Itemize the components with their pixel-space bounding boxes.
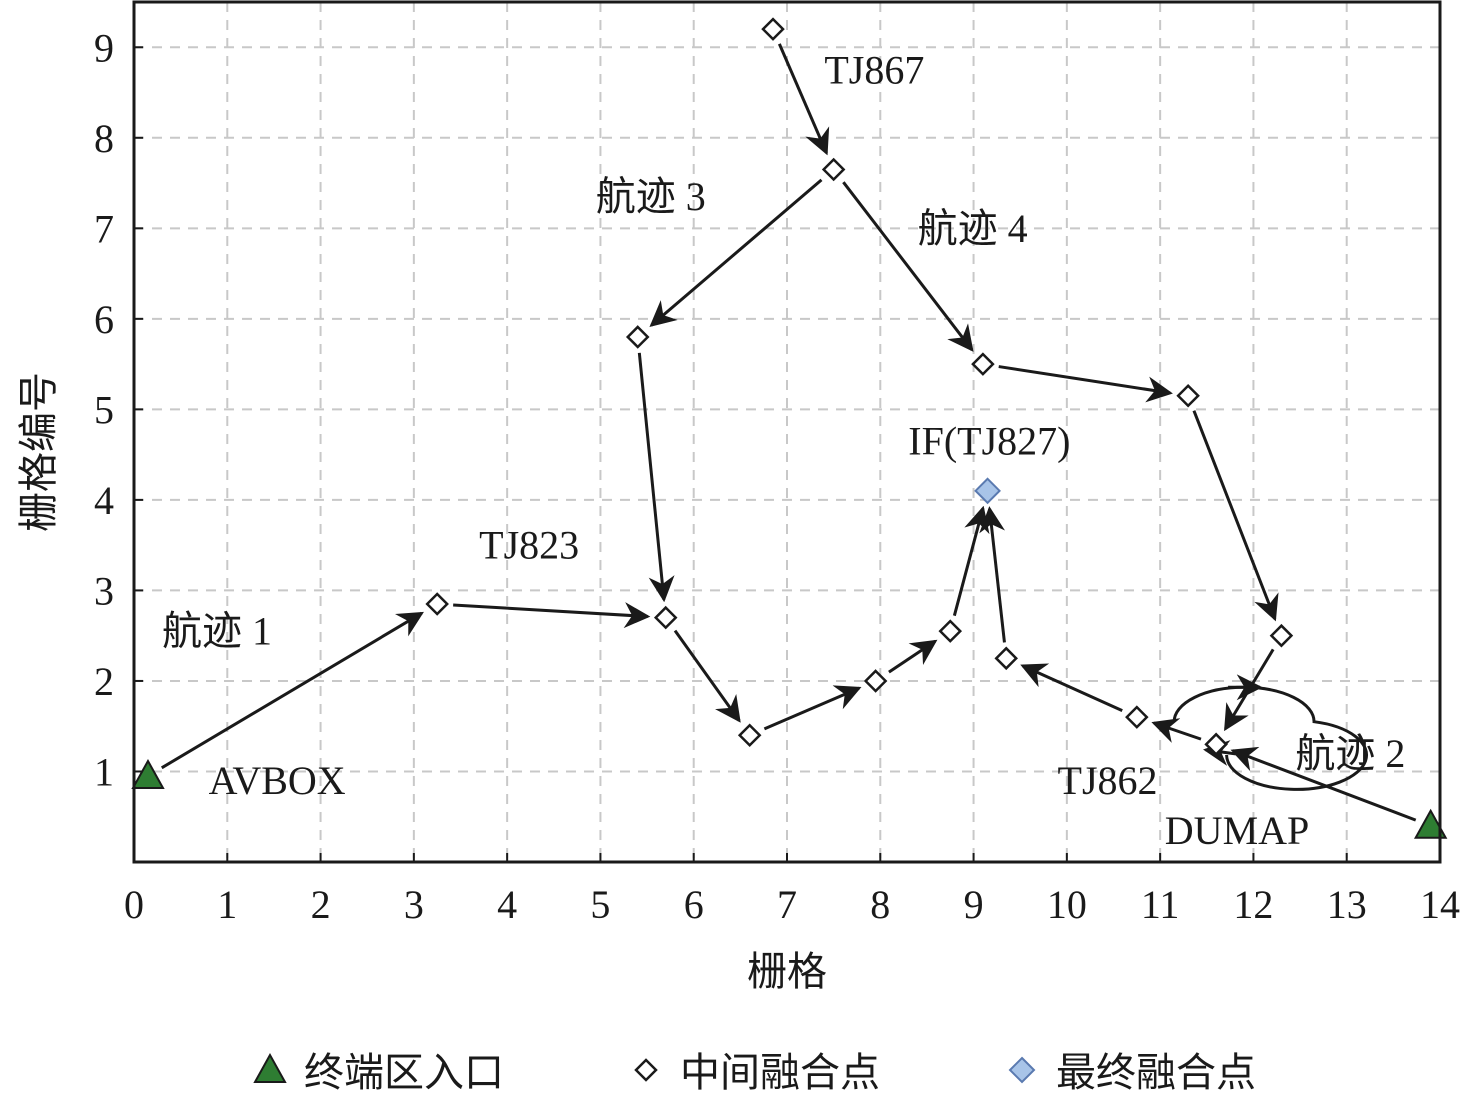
- x-tick-label: 4: [497, 882, 517, 927]
- x-tick-label: 10: [1047, 882, 1087, 927]
- x-tick-label: 6: [684, 882, 704, 927]
- x-tick-label: 8: [870, 882, 890, 927]
- route-annotation: AVBOX: [209, 758, 346, 803]
- intermediate-fusion-point-marker: [653, 605, 678, 630]
- route-annotation: TJ862: [1058, 758, 1158, 803]
- intermediate-fusion-point-marker: [425, 592, 449, 616]
- entry-point-marker: [1413, 808, 1448, 839]
- route-arrow-p_r1-to-p_r2: [998, 365, 1173, 403]
- route-arrow-p_top-to-p_tj867: [777, 43, 830, 156]
- x-axis-ticks: 0 1 2 3 4 5 6 7 8 9 10 11 12 13 14: [124, 853, 1460, 927]
- x-tick-label: 13: [1327, 882, 1367, 927]
- legend: 终端区入口 中间融合点 最终融合点: [253, 1050, 1256, 1096]
- route-annotation: 航迹 4: [918, 206, 1028, 251]
- x-tick-label: 7: [777, 882, 797, 927]
- y-tick-label: 7: [94, 206, 114, 251]
- fusion-points: [131, 17, 1448, 839]
- legend-item-final: 最终融合点: [1008, 1050, 1256, 1096]
- x-tick-label: 5: [590, 882, 610, 927]
- holding-loop: [1172, 685, 1369, 791]
- route-annotation: IF(TJ827): [908, 419, 1070, 464]
- legend-marker-final: [1008, 1056, 1036, 1084]
- legend-label: 最终融合点: [1056, 1050, 1256, 1096]
- grid: [134, 2, 1440, 862]
- legend-label: 终端区入口: [304, 1050, 504, 1096]
- route-arrow-p_left-to-p_tj823b: [637, 352, 675, 603]
- route-arrow-p_dumap_near-to-p_tj862: [1151, 718, 1202, 743]
- x-tick-label: 0: [124, 882, 144, 927]
- intermediate-fusion-point-marker: [863, 669, 888, 693]
- y-tick-label: 4: [94, 478, 114, 523]
- route-arrow-p_low2-to-p_low3: [888, 639, 938, 674]
- intermediate-fusion-point-marker: [938, 619, 963, 643]
- x-axis-title: 栅格: [747, 949, 827, 995]
- y-tick-label: 6: [94, 297, 114, 342]
- y-tick-label: 2: [94, 659, 114, 704]
- x-tick-label: 9: [964, 882, 984, 927]
- y-axis-title: 栅格编号: [16, 372, 62, 532]
- legend-item-intermediate: 中间融合点: [634, 1050, 880, 1096]
- intermediate-fusion-point-marker: [994, 646, 1018, 671]
- route-annotation: DUMAP: [1165, 808, 1309, 853]
- route-arrow-p_tj862-to-p_mid: [1020, 663, 1123, 712]
- y-tick-label: 3: [94, 568, 114, 613]
- x-tick-label: 11: [1141, 882, 1180, 927]
- intermediate-fusion-point-marker: [737, 723, 762, 748]
- route-arrow-p_low1-to-p_low2: [763, 685, 862, 731]
- y-tick-label: 9: [94, 25, 114, 70]
- intermediate-fusion-point-marker: [761, 17, 785, 41]
- intermediate-fusion-point-marker: [625, 325, 650, 349]
- y-tick-label: 1: [94, 749, 114, 794]
- intermediate-fusion-point-marker: [1176, 384, 1200, 408]
- route-arrow-p_low3-to-IF: [952, 505, 990, 617]
- x-tick-label: 2: [311, 882, 331, 927]
- intermediate-fusion-point-marker: [1125, 705, 1149, 729]
- route-arrow-p_tj867-to-p_r1: [842, 181, 974, 352]
- route-annotation: TJ823: [479, 523, 579, 568]
- route-annotation: 航迹 1: [162, 609, 272, 654]
- legend-marker-entry: [253, 1052, 287, 1083]
- route-arrow-p_mid-to-IF: [979, 506, 1006, 643]
- route-arrow-p_tj867-to-p_left: [649, 178, 823, 327]
- x-tick-label: 14: [1420, 882, 1460, 927]
- route-annotations: 航迹 1 AVBOX TJ823 TJ867 航迹 3 航迹 4 IF(TJ827) 航迹 2…: [162, 47, 1405, 852]
- route-arrow-p_tj823b-to-p_low1: [673, 629, 741, 723]
- x-tick-label: 12: [1233, 882, 1273, 927]
- route-annotation: 航迹 2: [1295, 731, 1405, 776]
- route-annotation: 航迹 3: [596, 174, 706, 219]
- intermediate-fusion-point-marker: [971, 352, 995, 376]
- route-arrow-p_tj823a-to-p_tj823b: [453, 602, 651, 629]
- final-fusion-point-marker: [974, 477, 1001, 505]
- route-annotation: TJ867: [824, 47, 924, 92]
- route-arrow-AVBOX-to-p_tj823a: [160, 611, 424, 770]
- x-tick-label: 3: [404, 882, 424, 927]
- entry-point-marker: [131, 758, 165, 789]
- route-arrow-p_r2-to-p_r3: [1192, 410, 1279, 622]
- legend-marker-intermediate: [634, 1058, 658, 1082]
- route-arrows: [160, 43, 1417, 822]
- intermediate-fusion-point-marker: [821, 157, 846, 182]
- y-tick-label: 8: [94, 116, 114, 161]
- legend-item-entry: 终端区入口: [253, 1050, 504, 1096]
- y-tick-label: 5: [94, 387, 114, 432]
- x-tick-label: 1: [217, 882, 237, 927]
- legend-label: 中间融合点: [680, 1050, 880, 1096]
- intermediate-fusion-point-marker: [1269, 623, 1294, 648]
- y-axis-ticks: 1 2 3 4 5 6 7 8 9: [94, 25, 143, 794]
- intermediate-fusion-point-marker: [1204, 732, 1228, 757]
